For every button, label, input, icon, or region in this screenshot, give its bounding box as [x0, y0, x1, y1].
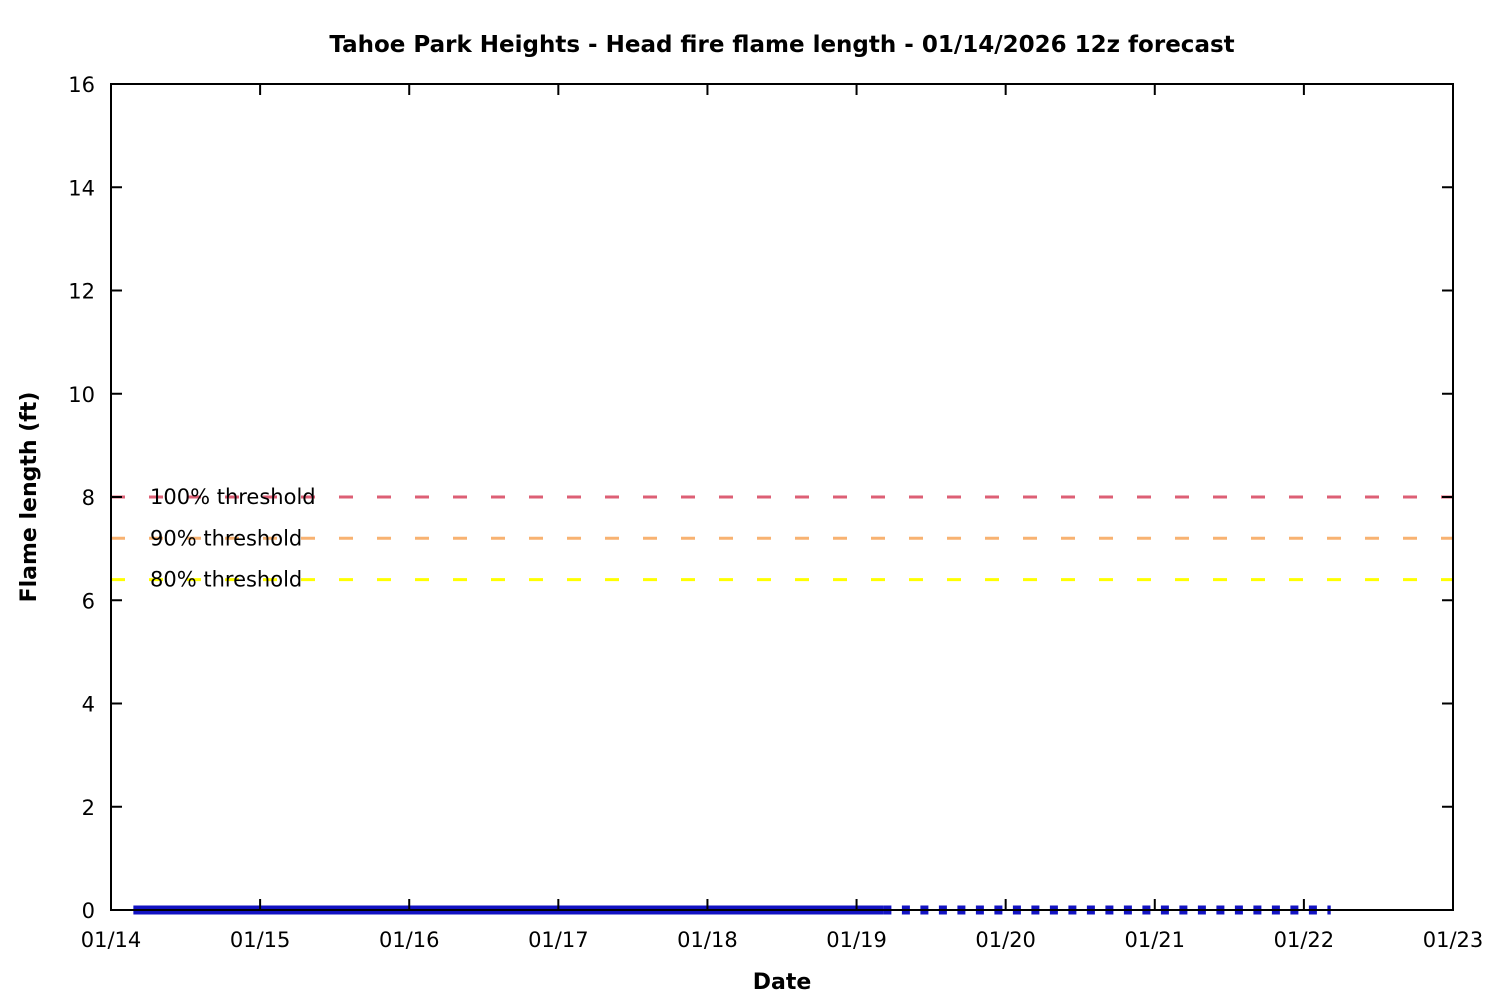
y-tick-label: 2 [82, 796, 95, 820]
x-tick-label: 01/17 [528, 928, 589, 952]
x-tick-label: 01/14 [81, 928, 142, 952]
axes-layer [110, 83, 1454, 911]
threshold-label-90: 90% threshold [150, 526, 302, 550]
y-tick-label: 16 [68, 73, 95, 97]
y-tick-label: 6 [82, 589, 95, 613]
x-tick-label: 01/16 [379, 928, 440, 952]
y-tick-label: 12 [68, 280, 95, 304]
y-axis-label: Flame length (ft) [17, 392, 42, 603]
x-tick-label: 01/20 [975, 928, 1036, 952]
x-tick-label: 01/15 [230, 928, 291, 952]
threshold-label-80: 80% threshold [150, 568, 302, 592]
y-tick-label: 10 [68, 383, 95, 407]
y-tick-label: 0 [82, 899, 95, 923]
y-tick-label: 4 [82, 693, 95, 717]
x-tick-label: 01/22 [1274, 928, 1335, 952]
x-tick-label: 01/18 [677, 928, 738, 952]
x-axis-label: Date [753, 970, 812, 995]
x-tick-label: 01/23 [1423, 928, 1484, 952]
y-tick-label: 14 [68, 176, 95, 200]
tick-labels-layer: 01/14 01/15 01/16 01/17 01/18 01/19 01/20 01/21… [68, 73, 1483, 952]
x-tick-label: 01/21 [1125, 928, 1186, 952]
y-tick-label: 8 [82, 486, 95, 510]
threshold-label-100: 100% threshold [150, 485, 316, 509]
x-tick-label: 01/19 [826, 928, 887, 952]
chart-title: Tahoe Park Heights - Head fire flame len… [329, 32, 1234, 58]
threshold-lines-layer: 100% threshold 90% threshold 80% threshold [111, 485, 1453, 592]
